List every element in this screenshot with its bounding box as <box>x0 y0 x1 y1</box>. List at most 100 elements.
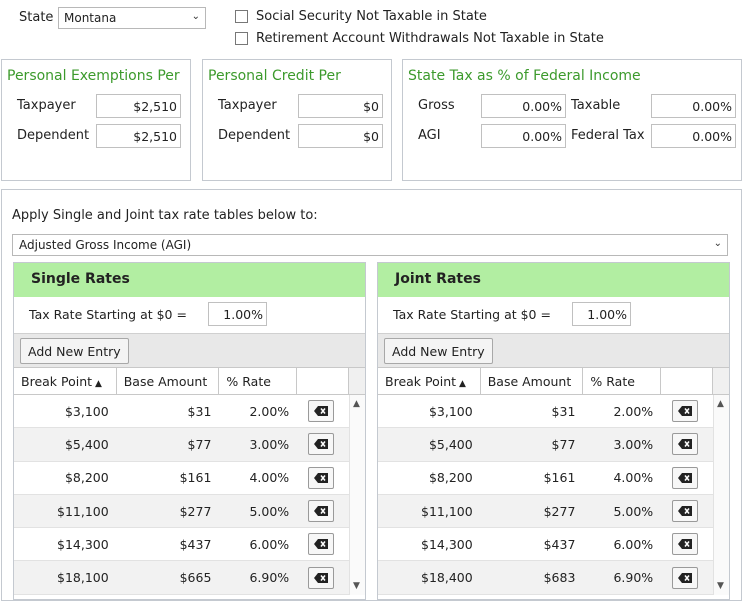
exemptions-panel: Personal Exemptions Per Taxpayer $2,510 … <box>1 59 191 181</box>
table-row[interactable]: $18,100 $665 6.90% <box>14 561 365 595</box>
joint-start-input[interactable]: 1.00% <box>572 302 631 326</box>
single-scrollbar[interactable]: ▲ ▼ <box>349 395 365 595</box>
retirement-checkbox[interactable] <box>235 32 248 45</box>
table-row[interactable]: $18,400 $683 6.90% <box>378 561 729 595</box>
delete-row-button[interactable] <box>308 400 335 423</box>
table-row[interactable]: $8,200 $161 4.00% <box>378 462 729 495</box>
rate-cell: 5.00% <box>249 503 290 519</box>
break-point-cell: $18,100 <box>57 570 109 586</box>
single-start-input[interactable]: 1.00% <box>208 302 267 326</box>
break-point-cell: $14,300 <box>57 536 109 552</box>
delete-row-button[interactable] <box>308 466 335 489</box>
table-row[interactable]: $14,300 $437 6.00% <box>378 528 729 562</box>
scroll-down-icon[interactable]: ▼ <box>717 580 724 591</box>
state-label: State <box>19 10 54 25</box>
break-point-cell: $5,400 <box>428 436 473 452</box>
base-amount-cell: $277 <box>543 503 576 519</box>
joint-col-break-point[interactable]: Break Point ▲ <box>378 368 481 394</box>
federal-tax-input[interactable]: 0.00% <box>651 124 736 148</box>
social-security-checkbox-row[interactable]: Social Security Not Taxable in State <box>235 9 487 24</box>
single-col-rate[interactable]: % Rate <box>219 368 298 394</box>
single-col-break-point[interactable]: Break Point ▲ <box>14 368 117 394</box>
state-tax-title: State Tax as % of Federal Income <box>408 68 641 84</box>
exemptions-taxpayer-label: Taxpayer <box>17 98 76 113</box>
joint-add-entry-button[interactable]: Add New Entry <box>384 338 493 364</box>
table-row[interactable]: $3,100 $31 2.00% <box>378 395 729 429</box>
delete-row-button[interactable] <box>308 433 335 456</box>
credit-taxpayer-input[interactable]: $0 <box>298 94 383 118</box>
backspace-delete-icon <box>314 539 329 550</box>
agi-input[interactable]: 0.00% <box>481 124 566 148</box>
rate-cell: 4.00% <box>613 470 654 486</box>
break-point-cell: $8,200 <box>64 470 109 486</box>
single-rates-table: Single Rates Tax Rate Starting at $0 = 1… <box>13 262 366 600</box>
delete-row-button[interactable] <box>672 400 699 423</box>
table-row[interactable]: $11,100 $277 5.00% <box>14 494 365 529</box>
backspace-delete-icon <box>314 406 329 417</box>
delete-row-button[interactable] <box>308 566 335 589</box>
joint-col-base-amount[interactable]: Base Amount <box>481 368 584 394</box>
single-col-actions <box>297 368 350 394</box>
single-start-row: Tax Rate Starting at $0 = 1.00% <box>14 297 365 333</box>
delete-row-button[interactable] <box>672 466 699 489</box>
scroll-up-icon[interactable]: ▲ <box>717 399 724 409</box>
joint-col-rate[interactable]: % Rate <box>583 368 662 394</box>
delete-row-button[interactable] <box>308 533 335 556</box>
base-amount-cell: $437 <box>179 536 212 552</box>
table-row[interactable]: $5,400 $77 3.00% <box>14 428 365 462</box>
delete-row-button[interactable] <box>672 533 699 556</box>
social-security-checkbox[interactable] <box>235 10 248 23</box>
joint-rates-title: Joint Rates <box>378 263 729 297</box>
backspace-delete-icon <box>678 439 693 450</box>
credit-dependent-input[interactable]: $0 <box>298 124 383 148</box>
state-select[interactable]: Montana ⌄ <box>58 7 206 29</box>
delete-row-button[interactable] <box>672 500 699 523</box>
rate-cell: 2.00% <box>613 403 654 419</box>
joint-col-actions <box>661 368 714 394</box>
exemptions-taxpayer-input[interactable]: $2,510 <box>96 94 181 118</box>
credit-taxpayer-label: Taxpayer <box>218 98 277 113</box>
single-start-label: Tax Rate Starting at $0 = <box>29 307 187 322</box>
credit-title: Personal Credit Per <box>208 68 341 84</box>
taxable-label: Taxable <box>571 98 621 113</box>
chevron-down-icon: ⌄ <box>713 238 722 249</box>
base-amount-cell: $77 <box>551 436 576 452</box>
delete-row-button[interactable] <box>672 566 699 589</box>
table-row[interactable]: $3,100 $31 2.00% <box>14 395 365 429</box>
backspace-delete-icon <box>314 572 329 583</box>
base-amount-cell: $77 <box>187 436 212 452</box>
break-point-cell: $18,400 <box>421 570 473 586</box>
exemptions-title: Personal Exemptions Per <box>7 68 180 84</box>
exemptions-dependent-label: Dependent <box>17 128 90 143</box>
rate-cell: 6.00% <box>249 536 290 552</box>
retirement-checkbox-row[interactable]: Retirement Account Withdrawals Not Taxab… <box>235 31 604 46</box>
backspace-delete-icon <box>678 572 693 583</box>
exemptions-dependent-input[interactable]: $2,510 <box>96 124 181 148</box>
rate-cell: 3.00% <box>613 436 654 452</box>
rate-cell: 6.00% <box>613 536 654 552</box>
taxable-input[interactable]: 0.00% <box>651 94 736 118</box>
single-add-entry-button[interactable]: Add New Entry <box>20 338 129 364</box>
scroll-down-icon[interactable]: ▼ <box>353 580 360 591</box>
delete-row-button[interactable] <box>672 433 699 456</box>
joint-grid-header: Break Point ▲ Base Amount % Rate <box>378 367 729 395</box>
apply-label: Apply Single and Joint tax rate tables b… <box>12 208 318 223</box>
single-col-base-amount[interactable]: Base Amount <box>117 368 220 394</box>
joint-scrollbar[interactable]: ▲ ▼ <box>713 395 729 595</box>
rate-cell: 3.00% <box>249 436 290 452</box>
table-row[interactable]: $11,100 $277 5.00% <box>378 494 729 529</box>
table-row[interactable]: $8,200 $161 4.00% <box>14 462 365 495</box>
apply-select[interactable]: Adjusted Gross Income (AGI) ⌄ <box>12 234 728 256</box>
break-point-cell: $14,300 <box>421 536 473 552</box>
table-row[interactable]: $5,400 $77 3.00% <box>378 428 729 462</box>
scroll-up-icon[interactable]: ▲ <box>353 399 360 409</box>
table-row[interactable]: $14,300 $437 6.00% <box>14 528 365 562</box>
break-point-cell: $3,100 <box>428 403 473 419</box>
base-amount-cell: $31 <box>551 403 576 419</box>
backspace-delete-icon <box>678 406 693 417</box>
base-amount-cell: $161 <box>179 470 212 486</box>
rate-cell: 2.00% <box>249 403 290 419</box>
state-tax-panel: State Tax as % of Federal Income Gross 0… <box>402 59 742 181</box>
gross-input[interactable]: 0.00% <box>481 94 566 118</box>
delete-row-button[interactable] <box>308 500 335 523</box>
